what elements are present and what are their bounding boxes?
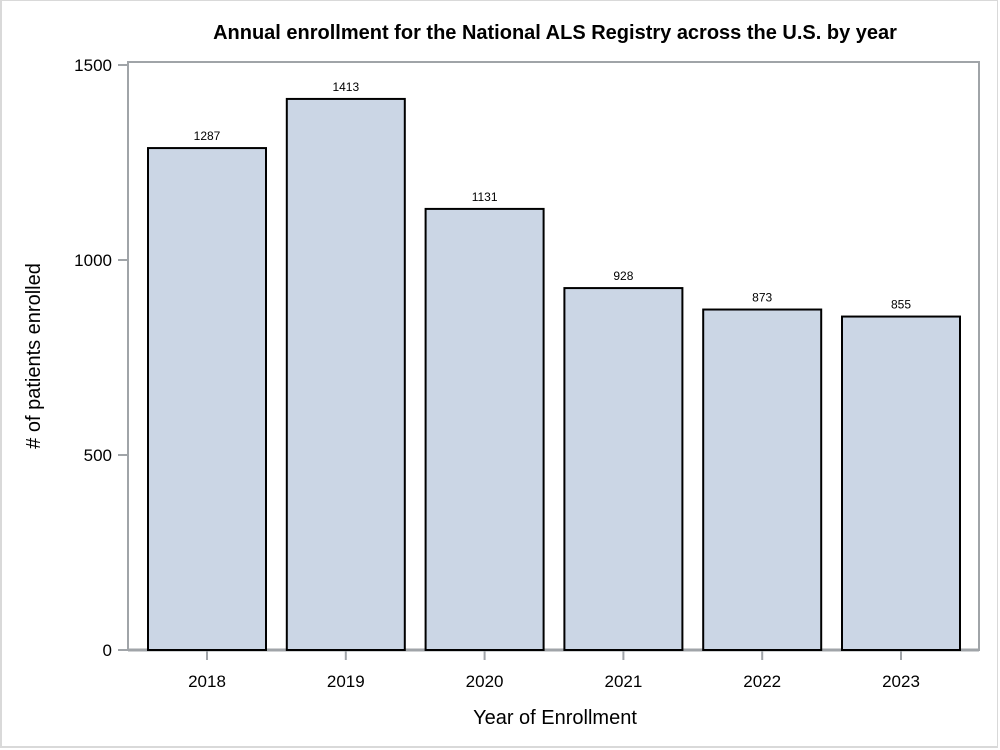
chart-title: Annual enrollment for the National ALS R… [213, 22, 897, 44]
data-label-2022: 873 [752, 291, 772, 305]
y-axis-title: # of patients enrolled [23, 263, 45, 449]
bar-2018 [147, 147, 267, 651]
data-label-2023: 855 [891, 298, 911, 312]
bar-2023 [841, 315, 961, 651]
data-labels-group: 1287 1413 1131 928 873 855 [194, 80, 912, 312]
x-tick-label: 2023 [882, 672, 920, 691]
bars-group [147, 97, 961, 652]
y-tick-label: 1500 [74, 56, 112, 75]
data-label-2020: 1131 [472, 190, 498, 204]
y-tick-label: 1000 [74, 251, 112, 270]
y-tick-label: 0 [103, 641, 112, 660]
data-label-2018: 1287 [194, 129, 221, 143]
x-tick-label: 2020 [466, 672, 504, 691]
bar-2019 [285, 97, 406, 652]
bar-2022 [702, 308, 823, 651]
x-tick-label: 2022 [743, 672, 781, 691]
x-axis-title: Year of Enrollment [473, 707, 637, 729]
x-axis: 2018 2019 2020 2021 2022 2023 [128, 648, 979, 691]
bar-2021 [563, 287, 684, 651]
data-label-2019: 1413 [332, 80, 359, 94]
bar-2020 [424, 207, 545, 651]
x-tick-label: 2018 [188, 672, 226, 691]
x-tick-label: 2021 [604, 672, 642, 691]
x-tick-label: 2019 [327, 672, 365, 691]
y-tick-label: 500 [84, 446, 112, 465]
data-label-2021: 928 [613, 269, 633, 283]
y-axis: 0 500 1000 1500 [74, 56, 128, 660]
